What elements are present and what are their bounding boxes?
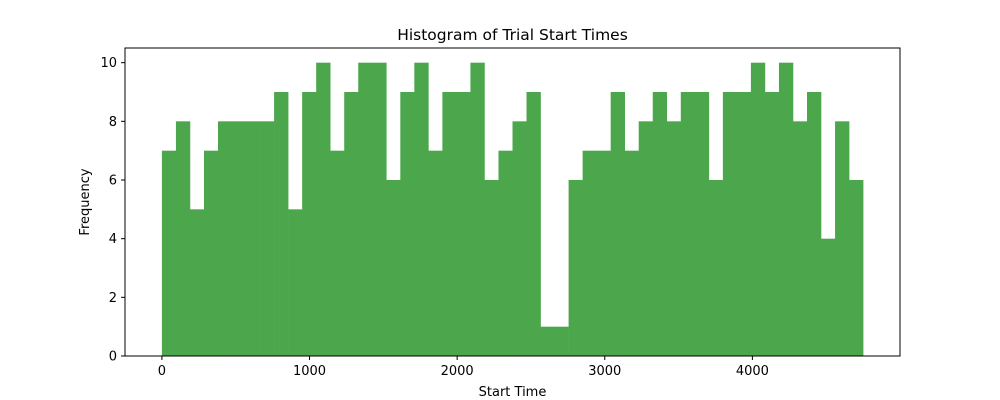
- histogram-bar: [807, 92, 822, 356]
- y-axis-label: Frequency: [78, 168, 93, 235]
- histogram-bar: [666, 121, 682, 356]
- x-axis-label: Start Time: [479, 385, 547, 400]
- y-tick-label: 0: [109, 350, 117, 365]
- histogram-bar: [568, 180, 583, 356]
- histogram-bar: [456, 92, 471, 356]
- bars-group: [161, 62, 864, 357]
- y-tick-label: 8: [109, 115, 117, 130]
- histogram-bar: [372, 62, 387, 357]
- histogram-bar: [302, 92, 317, 356]
- histogram-bar: [792, 121, 808, 356]
- histogram-bar: [638, 121, 654, 356]
- x-tick-label: 2000: [441, 364, 474, 379]
- histogram-bar: [652, 92, 668, 356]
- histogram-bar: [680, 92, 696, 356]
- histogram-bar: [484, 180, 499, 356]
- y-tick-label: 2: [109, 291, 117, 306]
- histogram-bar: [189, 209, 205, 356]
- histogram-bar: [414, 62, 429, 357]
- histogram-bar: [442, 92, 457, 356]
- histogram-bar: [218, 121, 233, 356]
- histogram-bar: [386, 180, 401, 356]
- histogram-bar: [260, 121, 275, 356]
- histogram-bar: [358, 62, 373, 357]
- histogram-bar: [821, 238, 836, 356]
- histogram-bar: [330, 150, 345, 356]
- histogram-bar: [526, 92, 541, 356]
- x-axis: 0 1000 2000 3000 4000: [158, 356, 769, 379]
- y-axis: 0 2 4 6 8 10: [100, 56, 125, 365]
- histogram-bar: [849, 180, 864, 356]
- histogram-bar: [694, 92, 710, 356]
- histogram-bar: [288, 209, 303, 356]
- histogram-bar: [274, 92, 289, 356]
- histogram-bar: [582, 150, 597, 356]
- histogram-bar: [344, 92, 359, 356]
- histogram-bar: [161, 150, 177, 356]
- histogram-bar: [512, 121, 527, 356]
- histogram-bar: [428, 150, 443, 356]
- histogram-bar: [540, 326, 555, 356]
- histogram-bar: [232, 121, 247, 356]
- x-tick-label: 4000: [736, 364, 769, 379]
- histogram-bar: [400, 92, 415, 356]
- histogram-bar: [316, 62, 331, 357]
- histogram-bar: [764, 92, 780, 356]
- chart-title: Histogram of Trial Start Times: [397, 26, 628, 44]
- histogram-bar: [736, 92, 752, 356]
- y-tick-label: 4: [109, 232, 117, 247]
- histogram-bar: [203, 150, 219, 356]
- histogram-bar: [554, 326, 569, 356]
- histogram-bar: [470, 62, 485, 357]
- histogram-bar: [610, 92, 625, 356]
- histogram-bar: [835, 121, 850, 356]
- x-tick-label: 3000: [588, 364, 621, 379]
- histogram-bar: [708, 180, 724, 356]
- x-tick-label: 0: [158, 364, 166, 379]
- y-tick-label: 10: [100, 56, 117, 71]
- histogram-bar: [596, 150, 611, 356]
- histogram-bar: [175, 121, 191, 356]
- histogram-bar: [246, 121, 261, 356]
- histogram-bar: [722, 92, 738, 356]
- y-tick-label: 6: [109, 174, 117, 189]
- histogram-bar: [498, 150, 513, 356]
- plot-frame: [124, 47, 901, 357]
- histogram-bar: [750, 62, 766, 357]
- x-tick-label: 1000: [293, 364, 326, 379]
- histogram-bar: [778, 62, 794, 357]
- histogram-bar: [624, 150, 640, 356]
